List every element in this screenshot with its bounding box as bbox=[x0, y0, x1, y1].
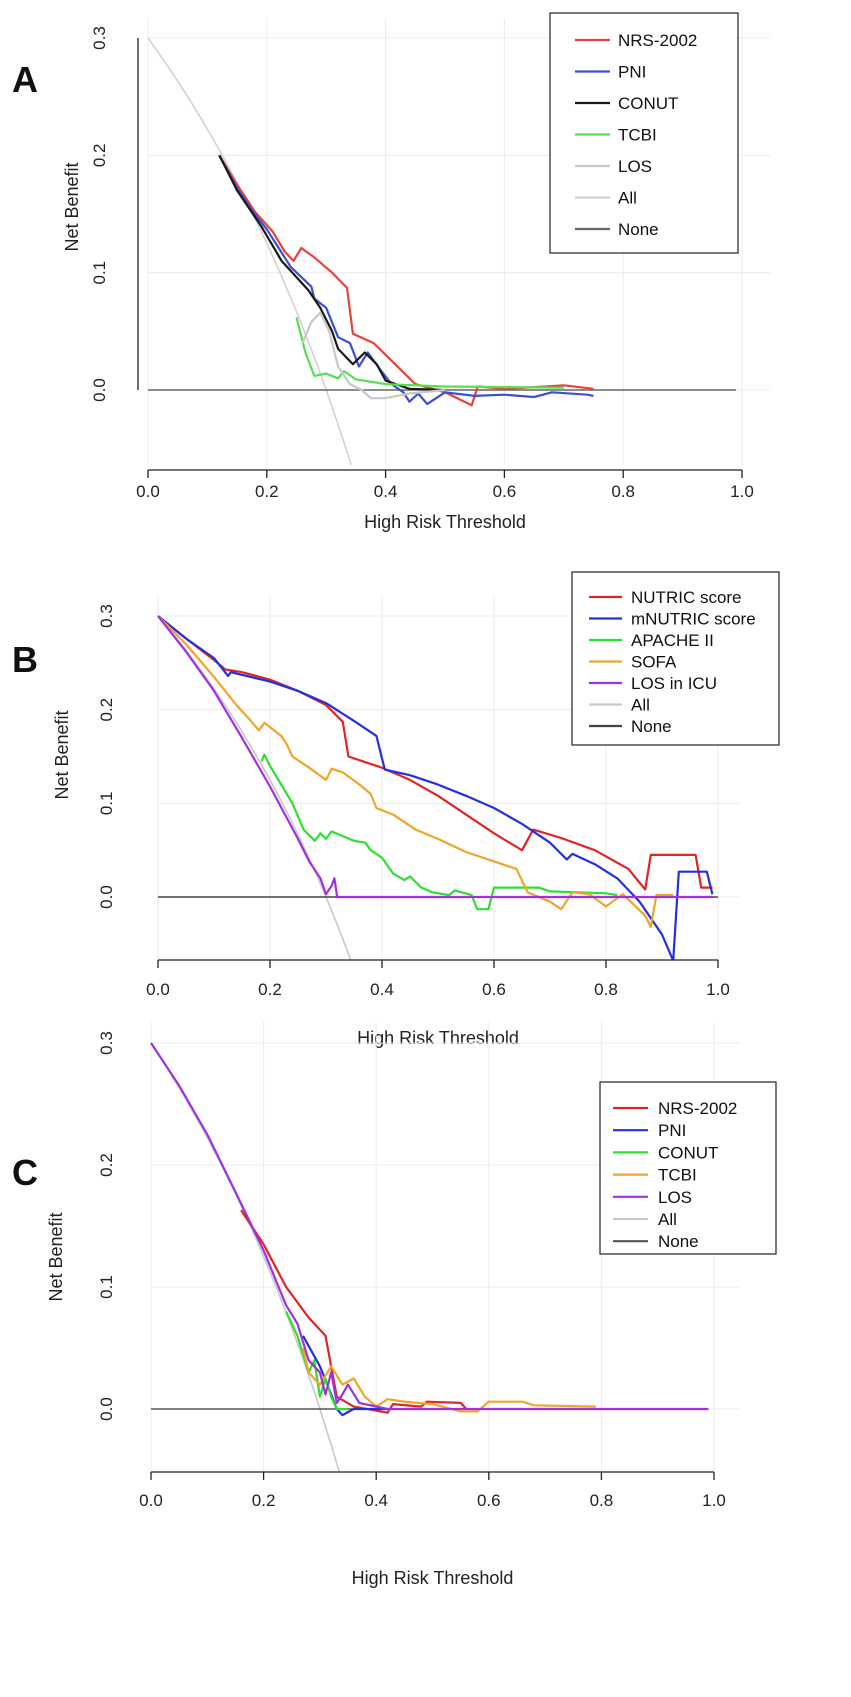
series-line-los bbox=[301, 311, 446, 400]
series-line-nrs-2002 bbox=[240, 1209, 468, 1414]
series-line-tcbi bbox=[295, 317, 564, 389]
x-tick-label: 0.2 bbox=[255, 482, 279, 501]
y-tick-label: 0.3 bbox=[97, 604, 116, 628]
x-tick-label: 0.4 bbox=[370, 980, 394, 999]
y-tick-label: 0.2 bbox=[97, 698, 116, 722]
x-tick-label: 0.8 bbox=[590, 1491, 614, 1510]
x-axis-title: High Risk Threshold bbox=[357, 1028, 519, 1048]
series-line-nrs-2002 bbox=[218, 154, 594, 407]
legend-label-conut: CONUT bbox=[618, 94, 678, 113]
y-tick-label: 0.0 bbox=[90, 378, 109, 402]
series-line-all bbox=[150, 1042, 341, 1472]
legend-box bbox=[571, 571, 780, 746]
y-tick-label: 0.2 bbox=[97, 1153, 116, 1177]
x-tick-label: 1.0 bbox=[706, 980, 730, 999]
legend-label-all: All bbox=[631, 696, 650, 715]
y-tick-label: 0.1 bbox=[97, 1275, 116, 1299]
axes bbox=[157, 959, 719, 968]
y-tick-label: 0.0 bbox=[97, 1397, 116, 1421]
legend-box bbox=[549, 12, 739, 254]
panel-letter: B bbox=[12, 639, 38, 680]
legend-box bbox=[599, 1081, 777, 1255]
x-tick-label: 0.0 bbox=[146, 980, 170, 999]
panel-letter: A bbox=[12, 59, 38, 100]
legend-label-none: None bbox=[658, 1232, 699, 1251]
legend-label-sofa: SOFA bbox=[631, 653, 677, 672]
y-axis-title: Net Benefit bbox=[62, 162, 82, 251]
x-tick-label: 0.4 bbox=[364, 1491, 388, 1510]
x-axis-title: High Risk Threshold bbox=[364, 512, 526, 532]
x-tick-label: 0.6 bbox=[477, 1491, 501, 1510]
y-axis-title: Net Benefit bbox=[46, 1212, 66, 1301]
series-line-los-in-icu bbox=[157, 615, 713, 899]
x-tick-label: 1.0 bbox=[702, 1491, 726, 1510]
legend-label-all: All bbox=[658, 1210, 677, 1229]
series-line-apache-ii bbox=[260, 753, 618, 911]
legend-label-mnutric-score: mNUTRIC score bbox=[631, 610, 756, 629]
x-tick-label: 0.8 bbox=[611, 482, 635, 501]
legend-label-nrs-2002: NRS-2002 bbox=[658, 1099, 737, 1118]
series-line-sofa bbox=[157, 615, 674, 929]
x-tick-label: 0.2 bbox=[252, 1491, 276, 1510]
legend-label-none: None bbox=[618, 220, 659, 239]
legend-label-none: None bbox=[631, 717, 672, 736]
y-tick-label: 0.3 bbox=[97, 1031, 116, 1055]
x-tick-label: 0.4 bbox=[374, 482, 398, 501]
legend-label-los: LOS bbox=[618, 157, 652, 176]
series-line-all bbox=[147, 37, 353, 465]
x-tick-label: 0.0 bbox=[136, 482, 160, 501]
legend-label-apache-ii: APACHE II bbox=[631, 631, 714, 650]
y-axis-title: Net Benefit bbox=[52, 710, 72, 799]
series-lines bbox=[150, 1042, 709, 1472]
legend-label-los-in-icu: LOS in ICU bbox=[631, 674, 717, 693]
legend-label-nrs-2002: NRS-2002 bbox=[618, 31, 697, 50]
series-line-los bbox=[150, 1042, 709, 1411]
x-tick-label: 0.0 bbox=[139, 1491, 163, 1510]
legend-label-tcbi: TCBI bbox=[618, 126, 657, 145]
legend: NRS-2002 PNI CONUT TCBI LOS All None bbox=[599, 1081, 777, 1255]
x-tick-label: 0.2 bbox=[258, 980, 282, 999]
legend-label-nutric-score: NUTRIC score bbox=[631, 588, 742, 607]
series-line-conut bbox=[285, 1310, 348, 1411]
legend-label-tcbi: TCBI bbox=[658, 1166, 697, 1185]
x-tick-label: 0.6 bbox=[493, 482, 517, 501]
series-line-tcbi bbox=[301, 1347, 596, 1413]
series-line-conut bbox=[218, 154, 446, 392]
legend-label-pni: PNI bbox=[618, 63, 646, 82]
y-tick-label: 0.2 bbox=[90, 144, 109, 168]
x-tick-label: 0.8 bbox=[594, 980, 618, 999]
legend: NRS-2002 PNI CONUT TCBI LOS All None bbox=[549, 12, 739, 254]
series-line-nutric-score bbox=[157, 615, 713, 891]
axes bbox=[150, 1471, 715, 1480]
panel-a: 0.0 0.2 0.4 0.6 0.8 1.0 0.0 0.1 0.2 0.3 High Risk … bbox=[12, 12, 770, 532]
panel-letter: C bbox=[12, 1152, 38, 1193]
panel-c: 0.0 0.2 0.4 0.6 0.8 1.0 0.0 0.1 0.2 0.3 High Risk … bbox=[12, 1022, 777, 1588]
y-tick-label: 0.3 bbox=[90, 26, 109, 50]
series-line-pni bbox=[218, 154, 594, 406]
legend-label-pni: PNI bbox=[658, 1121, 686, 1140]
x-axis-title: High Risk Threshold bbox=[352, 1568, 514, 1588]
series-line-mnutric-score bbox=[157, 615, 714, 960]
x-tick-label: 0.6 bbox=[482, 980, 506, 999]
legend-label-conut: CONUT bbox=[658, 1143, 718, 1162]
legend-label-los: LOS bbox=[658, 1188, 692, 1207]
y-tick-label: 0.1 bbox=[97, 792, 116, 816]
axes bbox=[137, 38, 743, 478]
series-lines bbox=[147, 37, 737, 465]
y-tick-label: 0.0 bbox=[97, 885, 116, 909]
legend-label-all: All bbox=[618, 189, 637, 208]
x-tick-label: 1.0 bbox=[730, 482, 754, 501]
y-tick-label: 0.1 bbox=[90, 261, 109, 285]
panel-b: 0.0 0.2 0.4 0.6 0.8 1.0 0.0 0.1 0.2 0.3 High Risk … bbox=[12, 571, 780, 1048]
legend: NUTRIC score mNUTRIC score APACHE II SOFA LO… bbox=[571, 571, 780, 746]
series-lines bbox=[157, 615, 718, 960]
